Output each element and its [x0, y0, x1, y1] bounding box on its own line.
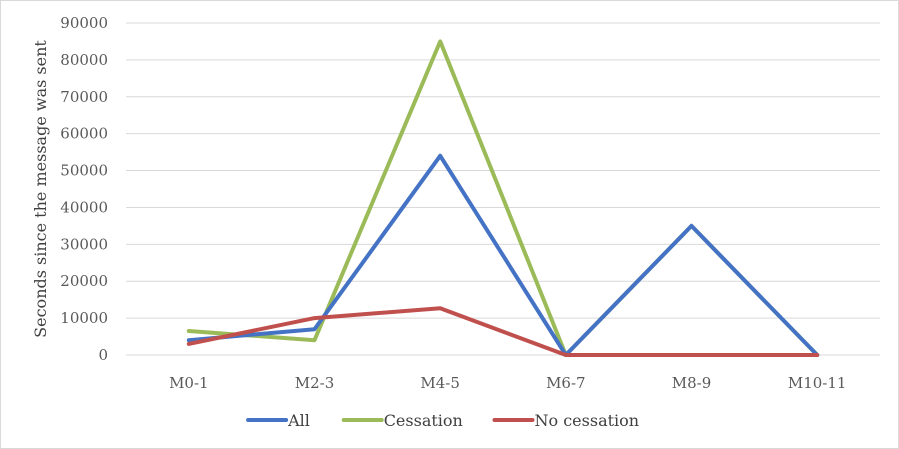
x-tick-label: M0-1	[169, 374, 209, 392]
series-lines	[186, 39, 820, 357]
series-line-no-cessation	[186, 306, 820, 357]
legend-label: No cessation	[535, 411, 640, 430]
y-tick-label: 80000	[60, 51, 108, 69]
x-tick-label: M4-5	[420, 374, 460, 392]
legend-item-cessation: Cessation	[341, 411, 463, 430]
x-tick-label: M6-7	[546, 374, 586, 392]
y-tick-label: 0	[98, 346, 108, 364]
x-tick-label: M2-3	[295, 374, 335, 392]
legend-label: All	[287, 411, 310, 430]
y-tick-label: 70000	[60, 88, 108, 106]
y-tick-label: 40000	[60, 198, 108, 216]
y-tick-label: 30000	[60, 235, 108, 253]
x-tick-label: M8-9	[672, 374, 712, 392]
legend-label: Cessation	[384, 411, 463, 430]
y-tick-label: 50000	[60, 162, 108, 180]
x-tick-label: M10-11	[788, 374, 847, 392]
legend-item-all: All	[246, 411, 310, 430]
legend-item-no-cessation: No cessation	[492, 411, 640, 430]
y-tick-label: 10000	[60, 309, 108, 327]
series-line-cessation	[186, 39, 820, 357]
y-axis-title: Seconds since the message was sent	[31, 40, 50, 338]
legend: All Cessation No cessation	[246, 411, 640, 430]
y-tick-label: 60000	[60, 125, 108, 143]
y-axis-tick-labels: 0 10000 20000 30000 40000 50000 60000 70000 8000…	[60, 14, 108, 364]
x-axis-tick-labels: M0-1 M2-3 M4-5 M6-7 M8-9 M10-11	[169, 374, 846, 392]
series-line-all	[186, 153, 820, 357]
gridlines	[126, 22, 880, 356]
y-tick-label: 90000	[60, 14, 108, 32]
y-tick-label: 20000	[60, 272, 108, 290]
